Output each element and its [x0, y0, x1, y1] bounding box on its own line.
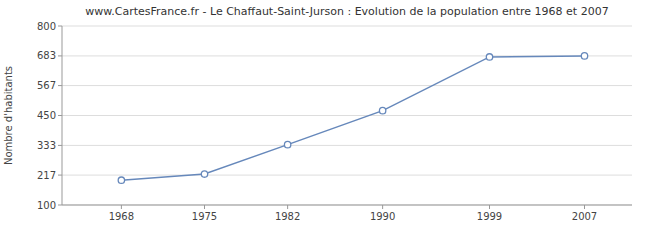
x-tick — [204, 205, 205, 209]
x-tick — [121, 205, 122, 209]
point — [581, 53, 587, 59]
grid-line — [62, 175, 632, 176]
plot-area — [118, 53, 588, 184]
y-tick — [58, 85, 62, 86]
grid-line — [62, 145, 632, 146]
chart: www.CartesFrance.fr - Le Chaffaut-Saint-… — [0, 0, 650, 229]
point — [118, 177, 124, 183]
y-tick — [58, 26, 62, 27]
point — [284, 141, 290, 147]
x-tick — [584, 205, 585, 209]
x-axis-line — [62, 205, 632, 206]
point — [201, 171, 207, 177]
grid-line — [62, 26, 632, 27]
axes: 100 217 333 450 567 683 800 1968 1975 1982 1990 199… — [37, 21, 632, 223]
y-tick — [58, 175, 62, 176]
line — [121, 56, 584, 180]
y-tick — [58, 205, 62, 206]
y-tick-label: 450 — [37, 110, 56, 121]
x-tick-label: 1982 — [275, 211, 300, 222]
y-tick-label: 800 — [37, 21, 56, 32]
x-tick-label: 1968 — [109, 211, 134, 222]
x-tick — [287, 205, 288, 209]
x-tick — [382, 205, 383, 209]
y-tick-label: 683 — [37, 50, 56, 61]
x-tick-label: 1999 — [477, 211, 502, 222]
grid-line — [62, 205, 632, 206]
y-tick — [58, 145, 62, 146]
point — [379, 107, 385, 113]
x-tick-label: 1990 — [370, 211, 395, 222]
y-tick-label: 567 — [37, 80, 56, 91]
grid-line — [62, 115, 632, 116]
x-tick-label: 2007 — [572, 211, 597, 222]
grid-line — [62, 85, 632, 86]
x-tick-label: 1975 — [192, 211, 217, 222]
x-tick — [489, 205, 490, 209]
y-axis-line — [62, 26, 63, 205]
grid — [62, 26, 632, 205]
y-tick-label: 333 — [37, 140, 56, 151]
y-axis-label: Nombre d'habitants — [3, 66, 14, 165]
y-tick-label: 217 — [37, 170, 56, 181]
title: www.CartesFrance.fr - Le Chaffaut-Saint-… — [85, 5, 608, 18]
y-tick-label: 100 — [37, 200, 56, 211]
chart-container: www.CartesFrance.fr - Le Chaffaut-Saint-… — [0, 0, 650, 229]
point — [486, 54, 492, 60]
y-tick — [58, 55, 62, 56]
y-tick — [58, 115, 62, 116]
